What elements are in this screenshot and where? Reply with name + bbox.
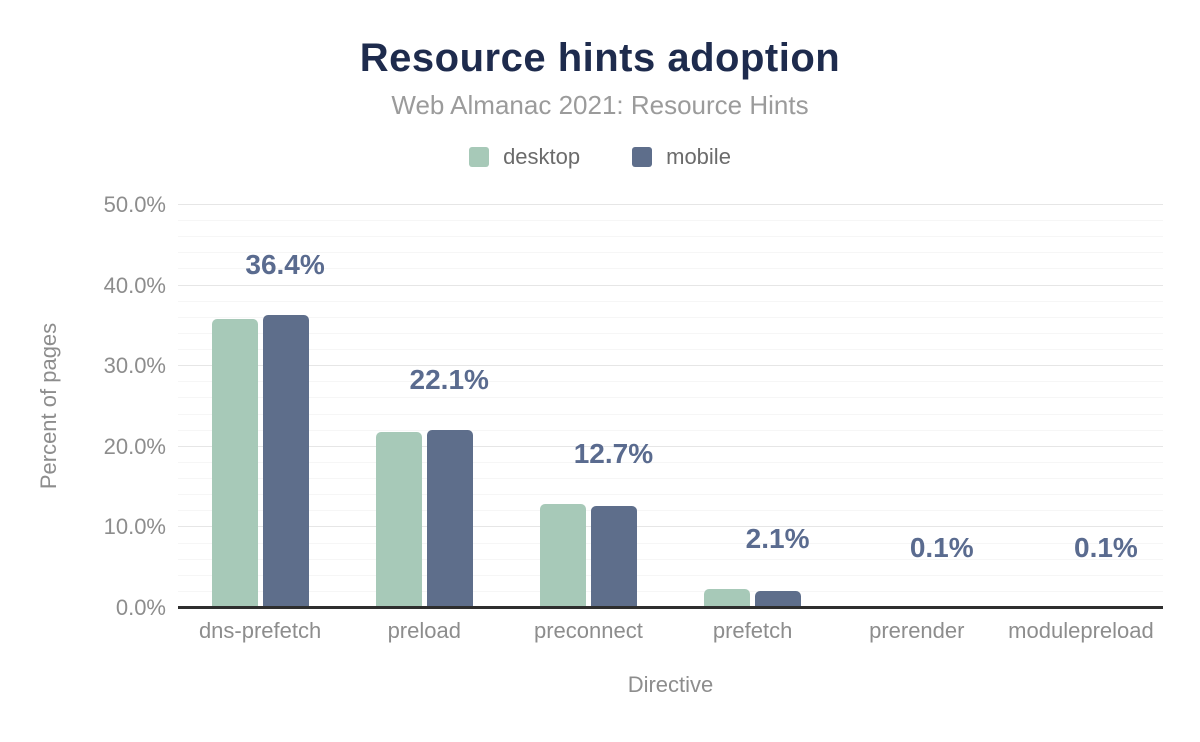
x-axis-line — [178, 606, 1163, 609]
gridline-minor — [178, 542, 1163, 544]
x-tick-label-modulepreload: modulepreload — [1008, 618, 1154, 643]
bar-group-preload: 22.1% — [342, 205, 506, 608]
data-label-modulepreload: 0.1% — [1073, 532, 1138, 563]
data-label-preload: 22.1% — [409, 363, 489, 395]
x-tick-label-prefetch: prefetch — [712, 618, 793, 643]
data-label-prefetch: 2.1% — [745, 523, 810, 555]
y-axis: 0.0% 10.0% 20.0% 30.0% 40.0% 50.0% — [0, 193, 166, 620]
gridline-minor — [178, 316, 1163, 318]
data-label-preconnect: 12.7% — [573, 438, 654, 470]
legend-label-mobile: mobile — [666, 144, 731, 169]
x-tick-label-preconnect: preconnect — [534, 618, 643, 643]
gridline-minor — [178, 429, 1163, 431]
bar-group-prerender: 0.1% — [835, 205, 999, 608]
bar-mobile-dns-prefetch[interactable] — [262, 314, 309, 608]
gridline-minor — [178, 397, 1163, 399]
bar-desktop-preload[interactable] — [375, 432, 422, 608]
gridline-minor — [178, 574, 1163, 576]
gridline-major — [178, 204, 1163, 205]
gridline-minor — [178, 300, 1163, 302]
gridline-minor — [178, 461, 1163, 463]
y-tick-label: 20.0% — [103, 433, 166, 459]
x-axis: dns-prefetch preload preconnect prefetch pre… — [178, 618, 1163, 644]
gridline-minor — [178, 494, 1163, 496]
bar-group-dns-prefetch: 36.4% — [178, 205, 342, 608]
y-tick-label: 40.0% — [103, 272, 166, 298]
gridline-minor — [178, 510, 1163, 512]
bar-group-modulepreload: 0.1% — [999, 205, 1163, 608]
bar-mobile-preconnect[interactable] — [590, 505, 637, 608]
chart-title: Resource hints adoption — [359, 36, 841, 80]
x-tick-label-dns-prefetch: dns-prefetch — [198, 618, 322, 643]
x-axis-title: Directive — [627, 672, 714, 697]
legend-swatch-mobile — [632, 147, 653, 167]
bar-mobile-preload[interactable] — [426, 429, 473, 608]
legend-item-desktop[interactable]: desktop — [469, 144, 580, 170]
data-label-dns-prefetch: 36.4% — [245, 248, 325, 280]
gridline-minor — [178, 332, 1163, 334]
plot-area: 36.4% 22.1% 12.7% 2.1% 0.1% 0.1% — [178, 204, 1163, 609]
gridline-major — [178, 365, 1163, 367]
gridline-minor — [178, 268, 1163, 270]
bar-desktop-prefetch[interactable] — [704, 589, 751, 608]
gridline-minor — [178, 413, 1163, 415]
gridline-major — [178, 445, 1163, 447]
gridline-minor — [178, 236, 1163, 238]
x-tick-label-prerender: prerender — [869, 618, 965, 643]
legend-label-desktop: desktop — [503, 144, 581, 169]
y-tick-label: 0.0% — [115, 595, 166, 620]
gridline-major — [178, 284, 1163, 286]
bar-desktop-preconnect[interactable] — [539, 504, 586, 608]
bar-group-prefetch: 2.1% — [671, 205, 835, 608]
bar-desktop-dns-prefetch[interactable] — [211, 318, 258, 608]
legend: desktop mobile — [0, 144, 1200, 170]
bar-group-preconnect: 12.7% — [506, 205, 670, 608]
gridline-minor — [178, 478, 1163, 480]
gridline-major — [178, 526, 1163, 528]
gridline-minor — [178, 252, 1163, 254]
bar-mobile-prefetch[interactable] — [755, 591, 802, 608]
chart-subtitle: Web Almanac 2021: Resource Hints — [391, 90, 809, 120]
y-tick-label: 50.0% — [103, 192, 166, 217]
gridline-minor — [178, 590, 1163, 592]
x-tick-label-preload: preload — [387, 618, 461, 643]
legend-swatch-desktop — [469, 147, 490, 167]
gridline-minor — [178, 381, 1163, 383]
gridline-minor — [178, 558, 1163, 560]
legend-item-mobile[interactable]: mobile — [632, 144, 731, 170]
gridline-minor — [178, 349, 1163, 351]
y-tick-label: 10.0% — [103, 514, 166, 540]
gridline-minor — [178, 220, 1163, 222]
y-tick-label: 30.0% — [103, 353, 166, 379]
data-label-prerender: 0.1% — [909, 532, 974, 563]
